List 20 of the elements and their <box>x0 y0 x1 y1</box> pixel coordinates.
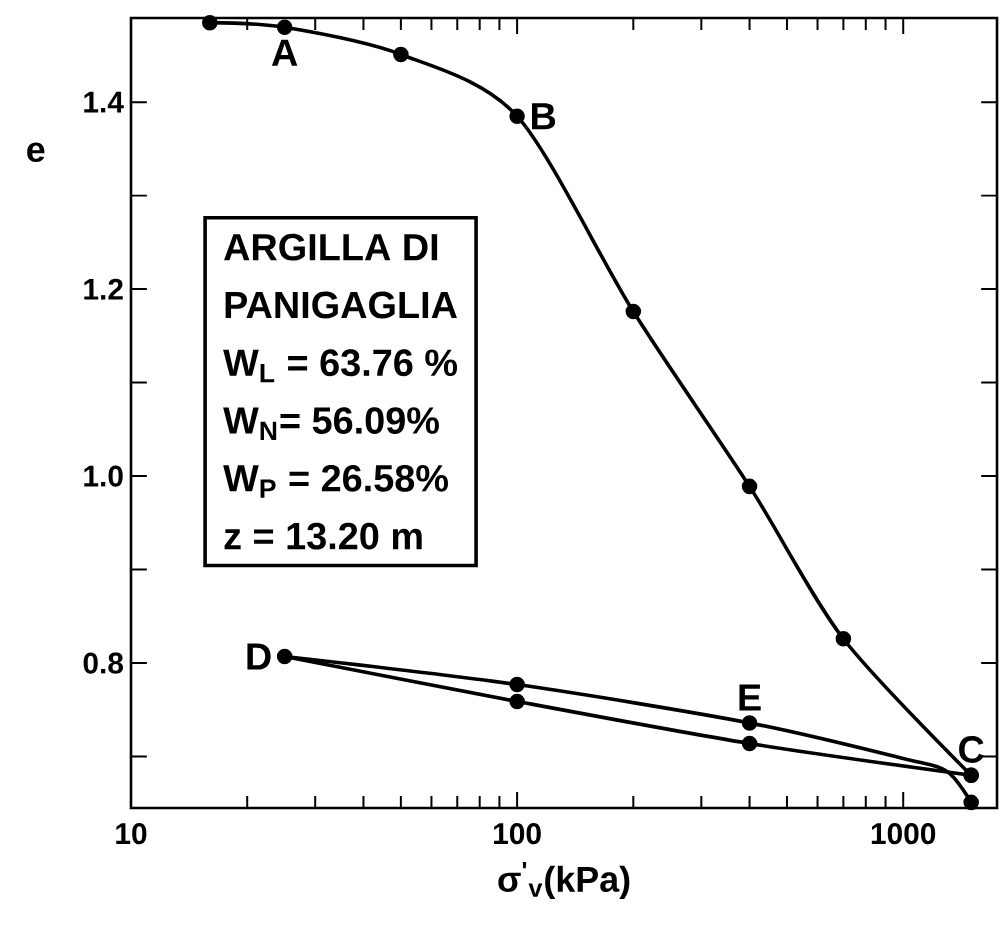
annotation: z = 13.20 m <box>224 522 422 550</box>
annotation: C <box>959 736 984 763</box>
annotation: W$_{L}$ = 63.76 % <box>223 349 458 383</box>
annotation: PANIGAGLIA <box>225 291 457 319</box>
y-tick-label: 0.8 <box>83 652 124 674</box>
annotation: W$_{P}$ = 26.58% <box>223 464 448 498</box>
y-tick-label: 1.2 <box>84 278 123 300</box>
x-tick-label: 100 <box>494 823 541 845</box>
x-axis-title: σ$^{'}$$_{v}$(kPa) <box>498 861 630 900</box>
y-tick-label: 1.4 <box>84 91 124 113</box>
annotation: E <box>739 684 761 711</box>
x-tick-label: 10 <box>116 823 147 845</box>
x-tick-label: 1000 <box>871 823 936 845</box>
y-axis-title: e <box>27 142 45 163</box>
annotation: D <box>247 643 271 670</box>
annotation: B <box>532 103 556 130</box>
y-tick-label: 1.0 <box>84 465 123 487</box>
annotation: A <box>271 39 298 66</box>
annotation: W$_{N}$= 56.09% <box>223 407 439 440</box>
annotation: ARGILLA DI <box>224 233 438 261</box>
